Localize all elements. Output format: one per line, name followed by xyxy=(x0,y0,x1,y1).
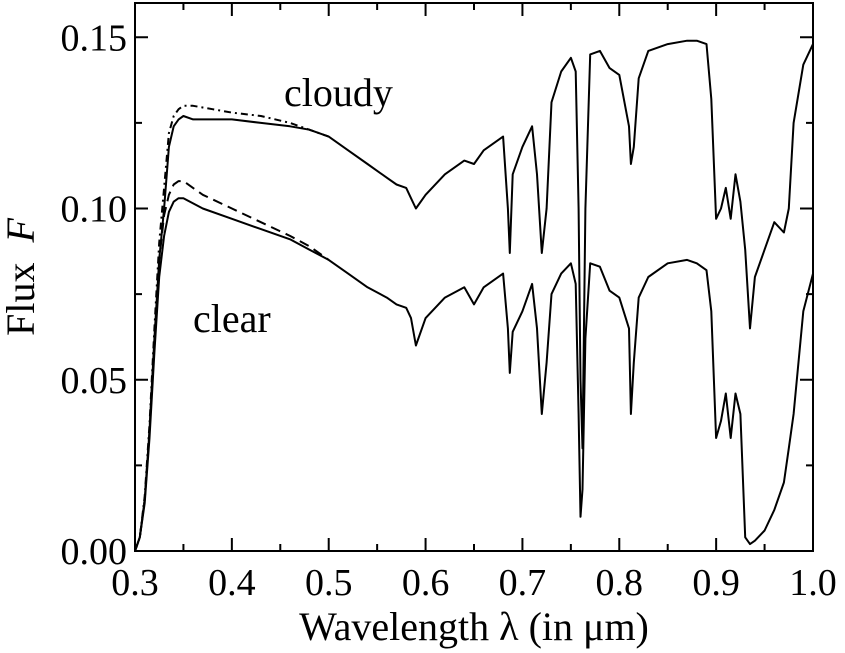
x-tick-label: 0.4 xyxy=(208,562,256,604)
x-tick-label: 0.6 xyxy=(402,562,450,604)
x-tick-label: 0.3 xyxy=(111,562,159,604)
y-axis-label-word: Flux xyxy=(0,263,43,336)
x-tick-label: 0.7 xyxy=(499,562,547,604)
y-tick-label: 0.00 xyxy=(61,531,128,573)
annotation-clear: clear xyxy=(193,296,271,341)
x-axis-label-unit: μm) xyxy=(583,604,649,649)
x-axis-label-paren: (in xyxy=(529,604,573,649)
x-axis-label-word: Wavelength xyxy=(299,604,489,649)
x-tick-label: 0.5 xyxy=(305,562,353,604)
x-tick-label: 1.0 xyxy=(789,562,837,604)
y-tick-label: 0.10 xyxy=(61,189,128,231)
x-axis-label: Wavelength λ (in μm) xyxy=(299,604,649,649)
plot-lines xyxy=(134,39,814,552)
series-line-4 xyxy=(134,180,330,552)
y-axis-label-symbol: F xyxy=(0,218,43,244)
x-tick-label: 0.9 xyxy=(692,562,740,604)
annotation-cloudy: cloudy xyxy=(284,70,393,115)
tick-labels: 0.3 0.4 0.5 0.6 0.7 0.8 0.9 1.0 0.00 0.05 0.10 0.15 xyxy=(61,17,837,604)
series-line-1 xyxy=(134,39,814,552)
x-axis-label-symbol: λ xyxy=(499,604,519,649)
plot-frame xyxy=(134,2,814,552)
y-tick-label: 0.15 xyxy=(61,17,128,59)
y-axis-label: Flux F xyxy=(0,218,43,336)
series-line-3 xyxy=(134,197,814,552)
axis-ticks xyxy=(134,3,814,552)
x-tick-label: 0.8 xyxy=(596,562,644,604)
y-tick-label: 0.05 xyxy=(61,360,128,402)
